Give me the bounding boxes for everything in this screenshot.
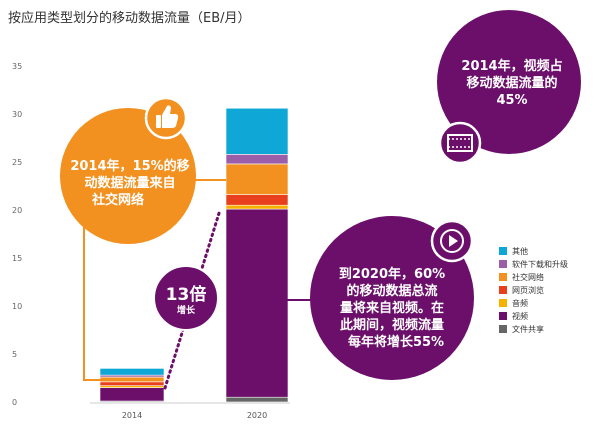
y-tick-label: 0 <box>12 398 17 407</box>
video-2020-callout <box>310 216 474 380</box>
bar-segment-social-2020 <box>225 163 289 195</box>
social-callout-line-3: 社交网络 <box>91 192 144 208</box>
play-icon <box>440 229 464 253</box>
legend-swatch-audio <box>499 299 507 307</box>
legend-label-file_sharing: 文件共享 <box>512 324 544 334</box>
social-callout-line-2: 动数据流量来自 <box>84 175 175 191</box>
bar-segment-other-2014 <box>99 368 165 376</box>
film-icon <box>447 134 473 152</box>
legend-swatch-web <box>499 286 507 294</box>
x-axis: 2014 2020 <box>122 411 267 420</box>
growth-callout <box>153 265 219 331</box>
legend-swatch-file_sharing <box>499 325 507 333</box>
legend-label-software: 软件下载和升级 <box>512 259 568 269</box>
play-badge <box>430 219 474 263</box>
video-2020-line-1: 到2020年，60% <box>339 266 445 282</box>
thumbs-up-icon <box>156 105 179 128</box>
video-2014-callout <box>437 10 581 154</box>
legend-label-social: 社交网络 <box>512 272 544 282</box>
social-connector <box>83 215 104 381</box>
y-tick-label: 30 <box>12 110 22 119</box>
video-2020-line-3: 量将来自视频。在 <box>340 300 444 316</box>
x-tick-label: 2020 <box>247 411 267 420</box>
social-callout <box>60 108 196 244</box>
video-2014-line-3: 45% <box>496 93 527 108</box>
y-tick-label: 25 <box>12 158 22 167</box>
y-tick-label: 35 <box>12 62 22 71</box>
bar-segment-video-2014 <box>99 387 165 402</box>
legend-swatch-video <box>499 312 507 320</box>
bars <box>99 107 289 403</box>
y-axis: 0 5 10 15 20 25 30 35 <box>12 62 290 407</box>
legend-label-other: 其他 <box>512 246 528 256</box>
y-tick-label: 10 <box>12 302 22 311</box>
legend-swatch-software <box>499 260 507 268</box>
bar-segment-web-2014 <box>99 381 165 386</box>
legend-label-audio: 音频 <box>512 298 528 308</box>
chart-title: 按应用类型划分的移动数据流量（EB/月） <box>8 10 251 26</box>
video-2014-line-1: 2014年，视频占 <box>461 58 562 74</box>
legend-swatch-social <box>499 273 507 281</box>
bar-segment-audio-2020 <box>225 204 289 210</box>
video-2020-line-2: 的移动数据总流 <box>346 283 437 299</box>
legend-swatch-other <box>499 247 507 255</box>
film-badge <box>438 121 482 165</box>
bar-segment-software-2020 <box>225 154 289 165</box>
video-2020-line-4: 此期间，视频流量 <box>340 317 444 333</box>
y-tick-label: 5 <box>12 350 17 359</box>
y-tick-label: 20 <box>12 206 22 215</box>
bar-segment-other-2020 <box>225 107 289 155</box>
bar-segment-video-2020 <box>225 208 289 398</box>
growth-big: 13倍 <box>166 284 207 305</box>
bar-segment-file_sharing-2020 <box>225 396 289 403</box>
bar-segment-social-2014 <box>99 376 165 383</box>
legend-label-web: 网页浏览 <box>512 285 544 295</box>
social-callout-line-1: 2014年，15%的移 <box>70 158 189 174</box>
bar-segment-web-2020 <box>225 194 289 206</box>
thumbs-up-badge <box>144 96 188 140</box>
y-tick-label: 15 <box>12 254 22 263</box>
x-tick-label: 2014 <box>122 411 142 420</box>
legend-label-video: 视频 <box>512 311 528 321</box>
video-2020-line-5: 每年将增长55% <box>348 334 444 350</box>
growth-small: 增长 <box>177 304 196 316</box>
video-2014-line-2: 移动数据流量的 <box>466 75 557 91</box>
